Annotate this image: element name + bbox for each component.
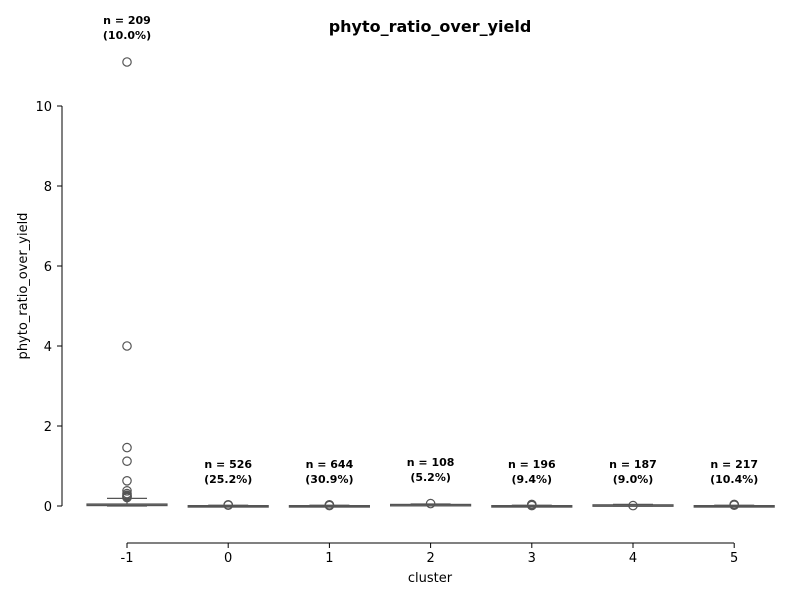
annotation-count: n = 217 [710,458,758,471]
annotation-count: n = 196 [508,458,556,471]
outlier-point [628,500,638,511]
outlier-point [324,500,335,511]
outlier-point [122,442,132,453]
annotation-percent: (30.9%) [305,473,353,486]
annotation-percent: (25.2%) [204,473,252,486]
x-tick-label: 2 [426,551,434,566]
x-tick-label: 4 [629,551,637,566]
chart-title: phyto_ratio_over_yield [329,17,532,36]
annotation-percent: (10.0%) [103,29,151,42]
outlier-point [223,500,233,510]
annotation-count: n = 209 [103,14,151,27]
x-tick-label: 1 [325,551,333,566]
annotation-count: n = 187 [609,458,657,471]
y-axis-ticks: 0 2 4 6 8 10 [35,100,62,515]
annotation-percent: (10.4%) [710,473,758,486]
annotation-percent: (9.4%) [512,473,553,486]
outlier-point [122,456,132,466]
y-tick-label: 8 [44,180,52,195]
annotation-percent: (5.2%) [410,471,451,484]
outlier-point [122,485,132,496]
x-tick-label: -1 [121,551,134,566]
outlier-point [526,500,537,511]
annotation-count: n = 644 [306,458,354,471]
outlier-point [122,341,132,351]
boxes-layer [86,57,775,511]
x-tick-label: 0 [224,551,232,566]
y-tick-label: 10 [35,100,52,115]
x-tick-label: 3 [528,551,536,566]
y-tick-label: 0 [44,500,52,515]
y-tick-label: 6 [44,260,52,275]
outlier-point [729,500,739,510]
outlier-point [122,57,132,67]
y-tick-label: 2 [44,420,52,435]
x-tick-label: 5 [730,551,738,566]
x-axis-label: cluster [408,571,453,586]
annotation-percent: (9.0%) [613,473,654,486]
annotation-count: n = 108 [407,456,455,469]
x-axis-ticks: -1 0 1 2 3 4 5 [121,543,738,566]
y-tick-label: 4 [44,340,52,355]
annotation-count: n = 526 [204,458,252,471]
annotations-layer: n = 209 (10.0%) n = 526 (25.2%) n = 644 (30.9… [103,14,758,486]
outlier-point [122,492,132,503]
outlier-point [425,498,436,509]
outlier-point [122,475,132,486]
y-axis-label: phyto_ratio_over_yield [16,213,31,360]
